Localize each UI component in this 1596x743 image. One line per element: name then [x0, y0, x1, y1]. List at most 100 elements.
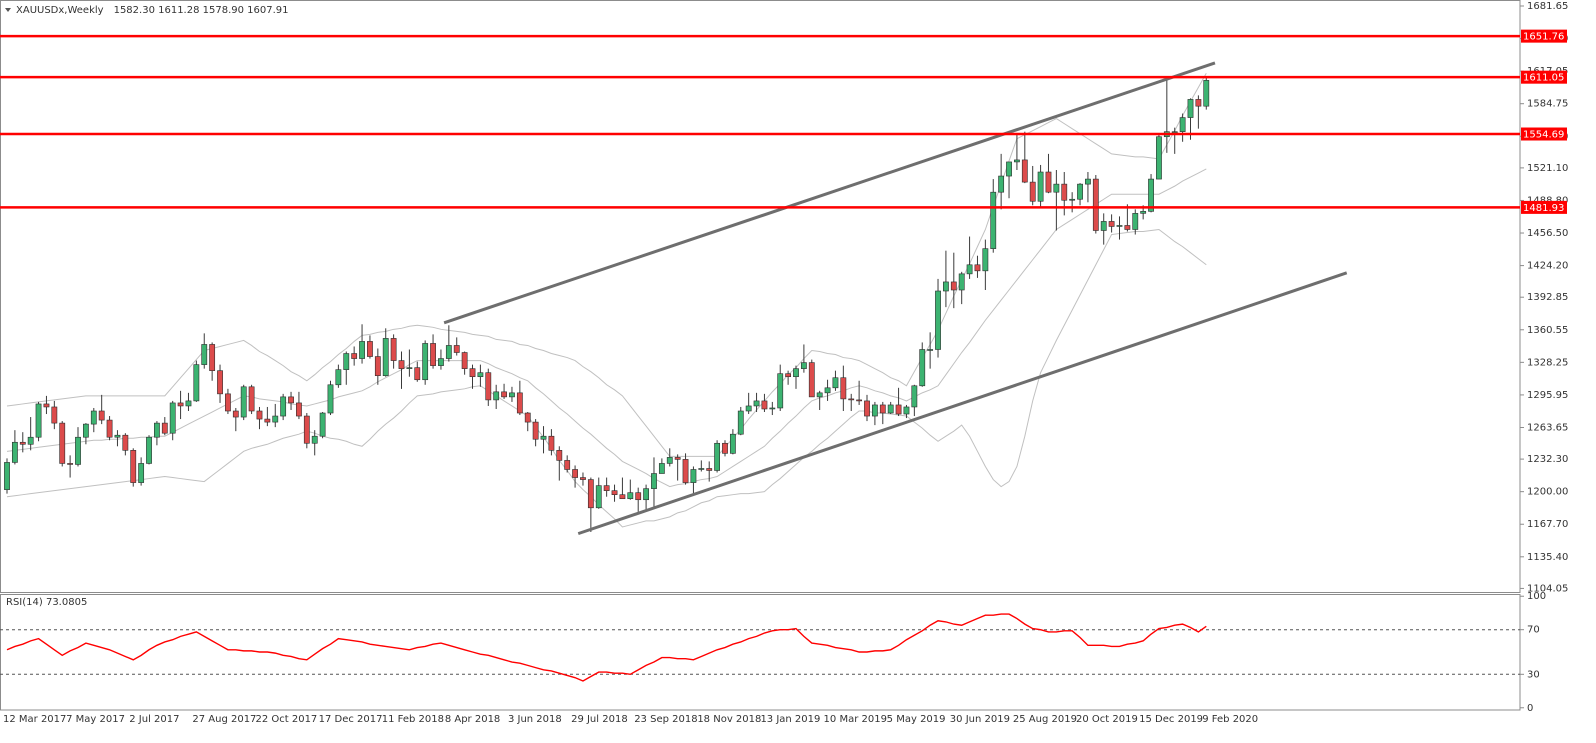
x-tick-label: 17 Dec 2017: [319, 714, 383, 725]
candle-body: [51, 406, 58, 424]
x-tick-label: 27 Aug 2017: [192, 714, 256, 725]
rsi-title: RSI(14) 73.0805: [6, 597, 87, 608]
candle-body: [737, 410, 744, 435]
y-tick-label: 1392.85: [1527, 292, 1568, 303]
candle-body: [319, 412, 326, 437]
candle-body: [296, 402, 302, 417]
candle-body: [1108, 221, 1115, 227]
candle-body: [1014, 159, 1020, 163]
level-label-box: [1521, 200, 1567, 214]
candle-body: [1187, 99, 1194, 118]
candle-body: [950, 281, 957, 291]
candle-body: [374, 356, 381, 377]
candle-body: [729, 433, 736, 454]
candle-body: [343, 353, 350, 370]
candle-body: [477, 372, 484, 378]
candle-body: [698, 468, 705, 470]
candle-body: [761, 400, 768, 410]
candle-body: [98, 410, 105, 421]
price-panel-frame: [0, 0, 1521, 593]
y-tick-label: 1521.10: [1527, 163, 1568, 174]
candle-body: [619, 494, 626, 500]
candle-body: [800, 362, 807, 369]
bollinger-lower: [6, 228, 1207, 528]
candle-body: [1069, 198, 1076, 201]
candle-body: [445, 345, 452, 359]
y-tick-label: 1456.50: [1527, 228, 1568, 239]
trend-line: [577, 271, 1348, 536]
candle-body: [382, 338, 389, 377]
level-label-box: [1521, 70, 1567, 84]
x-tick-label: 7 May 2017: [66, 714, 125, 725]
candle-body: [398, 360, 405, 369]
candle-body: [461, 352, 468, 369]
candle-body: [59, 422, 66, 464]
candle-body: [856, 399, 863, 402]
candle-body: [548, 435, 555, 451]
candle-body: [832, 377, 839, 389]
candle-body: [524, 412, 531, 423]
candle-body: [816, 392, 823, 398]
candle-body: [824, 387, 831, 394]
candle-body: [887, 404, 894, 414]
candle-body: [114, 434, 121, 438]
candle-body: [430, 343, 436, 366]
candle-body: [27, 436, 34, 445]
candle-body: [390, 338, 397, 361]
candle-body: [185, 400, 192, 407]
candle-body: [745, 405, 752, 412]
candle-body: [256, 410, 263, 420]
candle-body: [367, 341, 373, 357]
x-tick-label: 11 Feb 2018: [382, 714, 444, 725]
candle-body: [935, 290, 941, 350]
trend-line: [443, 61, 1216, 325]
candle-body: [1053, 183, 1060, 193]
candle-body: [1132, 213, 1139, 230]
x-tick-label: 2 Jul 2017: [129, 714, 179, 725]
candle-body: [808, 362, 815, 398]
candle-body: [706, 468, 713, 471]
candle-body: [493, 391, 500, 401]
candle-body: [359, 341, 365, 359]
x-tick-label: 25 Aug 2019: [1013, 714, 1077, 725]
candle-body: [564, 460, 571, 470]
candle-body: [209, 344, 216, 371]
candle-body: [1061, 183, 1068, 201]
candle-body: [871, 404, 878, 417]
candle-body: [351, 353, 358, 359]
candle-body: [4, 462, 10, 490]
y-tick-label: 1360.55: [1527, 325, 1568, 336]
chart-title: XAUUSDx,Weekly: [16, 5, 104, 16]
candle-body: [651, 473, 657, 489]
candle-body: [540, 435, 547, 440]
candle-body: [90, 410, 97, 425]
candle-body: [1045, 171, 1052, 193]
candle-body: [288, 396, 294, 404]
candle-body: [161, 422, 168, 434]
x-tick-label: 20 Oct 2019: [1076, 714, 1138, 725]
candle-body: [603, 485, 610, 491]
candle-body: [1140, 211, 1147, 214]
candle-body: [280, 396, 287, 417]
candle-body: [532, 421, 539, 440]
candle-body: [903, 406, 910, 415]
candle-body: [643, 488, 649, 501]
candle-body: [690, 469, 697, 483]
candle-body: [682, 459, 689, 483]
level-label: 1651.76: [1523, 32, 1564, 43]
candle-body: [130, 450, 137, 483]
candle-body: [201, 344, 208, 365]
candle-body: [1148, 178, 1154, 212]
x-tick-label: 13 Jan 2019: [760, 714, 820, 725]
candle-body: [240, 386, 247, 418]
candle-body: [11, 441, 18, 463]
candle-body: [501, 391, 507, 398]
candle-body: [848, 398, 855, 401]
candle-body: [146, 436, 152, 464]
candle-body: [1077, 183, 1083, 200]
candle-body: [974, 264, 981, 272]
candle-body: [75, 436, 81, 465]
candle-body: [485, 372, 492, 401]
